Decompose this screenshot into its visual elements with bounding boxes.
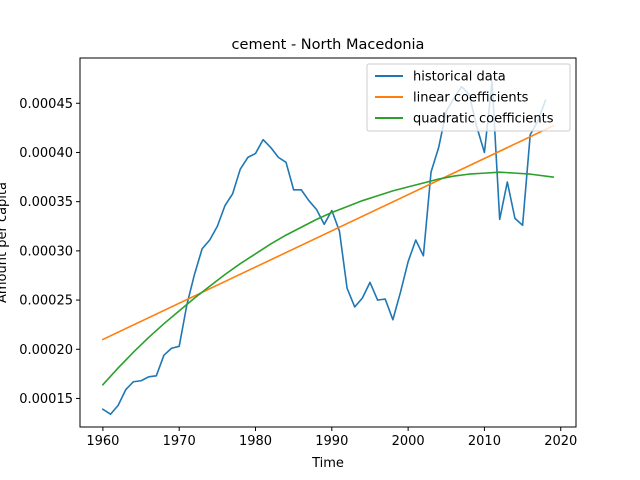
legend-frame [366,63,571,132]
y-tick-label: 0.00015 [19,392,73,407]
axes: 1960 1970 1980 1990 2000 2010 2020 0.000150.00… [19,97,577,449]
legend-entry-historical: historical data [375,70,506,85]
x-axis-ticks: 1960 1970 1980 1990 2000 2010 2020 [86,427,577,449]
y-tick-label: 0.00035 [19,195,73,210]
legend-label-quadratic: quadratic coefficients [413,112,554,127]
legend-entry-quadratic: quadratic coefficients [375,112,554,127]
y-axis-label: Amount per capita [0,182,10,303]
x-axis-label: Time [311,456,344,471]
x-tick-label: 2000 [392,434,425,449]
x-tick-label: 1980 [239,434,272,449]
axes-frame [79,57,577,428]
series-line-linear-coefficients [101,124,555,341]
x-tick-label: 1970 [163,434,196,449]
series-line-quadratic-coefficients [101,171,555,386]
x-tick-label: 2020 [544,434,577,449]
legend-label-linear: linear coefficients [413,91,529,106]
chart-title: cement - North Macedonia [232,37,425,53]
y-tick-label: 0.00020 [19,343,73,358]
legend: historical data linear coefficients quad… [366,63,571,132]
y-tick-label: 0.00040 [19,146,73,161]
y-tick-label: 0.00030 [19,244,73,259]
y-tick-label: 0.00025 [19,294,73,309]
legend-label-historical: historical data [413,70,506,85]
y-tick-label: 0.00045 [19,97,73,112]
x-tick-label: 1960 [86,434,119,449]
x-tick-label: 2010 [468,434,501,449]
legend-entry-linear: linear coefficients [375,91,529,106]
y-axis-ticks: 0.00015 0.00020 0.00025 0.00030 0.00035 0.000… [19,97,80,407]
x-tick-label: 1990 [315,434,348,449]
